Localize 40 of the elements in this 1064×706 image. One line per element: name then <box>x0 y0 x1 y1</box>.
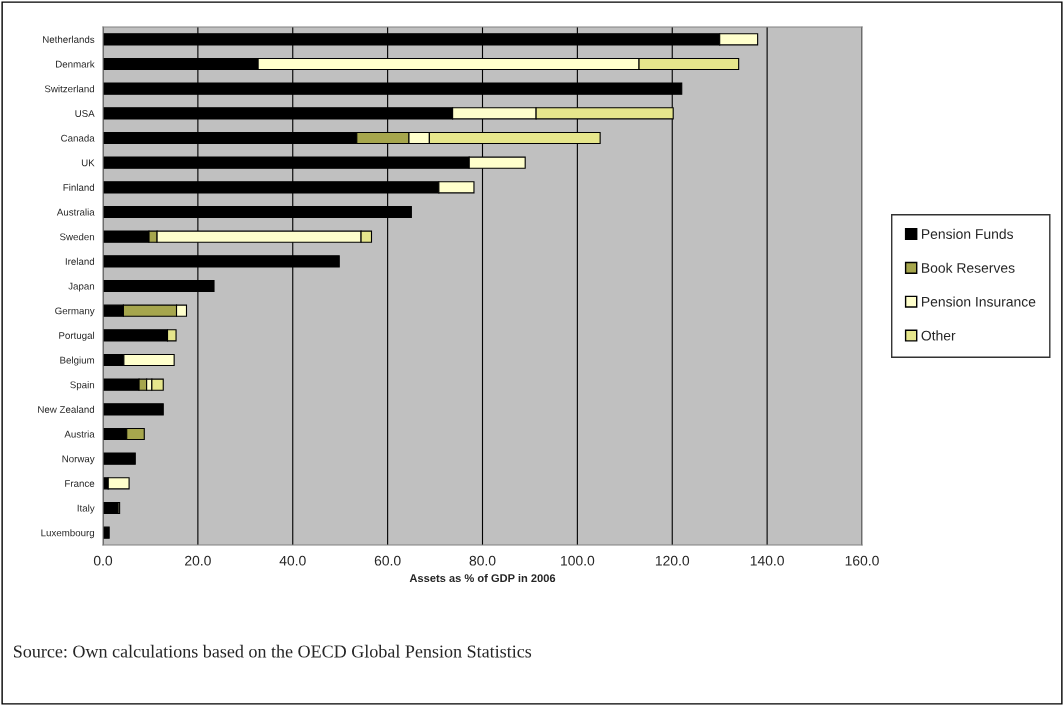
legend-label: Pension Funds <box>922 228 1014 239</box>
y-tick-label: New Zealand <box>38 405 95 413</box>
y-tick-label: Japan <box>68 282 95 292</box>
x-tick-label: 60.0 <box>374 555 401 566</box>
y-tick-label: Australia <box>56 208 95 216</box>
y-tick-label: Netherlands <box>43 35 95 43</box>
bar <box>103 526 110 539</box>
y-tick-label: Ireland <box>65 257 95 265</box>
y-tick-label: Luxembourg <box>41 529 95 539</box>
legend-label: Pension Insurance <box>922 296 1036 307</box>
y-tick-label: Finland <box>63 183 95 191</box>
y-tick-label: Portugal <box>59 331 95 341</box>
bar <box>107 477 130 490</box>
y-tick-label: Denmark <box>56 60 95 68</box>
x-tick-label: 160.0 <box>845 555 879 566</box>
y-tick-label: Sweden <box>59 233 95 241</box>
y-tick-label: Italy <box>77 504 95 514</box>
y-tick-label: Germany <box>55 307 95 317</box>
y-tick-label: Spain <box>70 381 95 391</box>
y-tick-label: Canada <box>61 134 95 142</box>
legend-label: Other <box>921 330 956 341</box>
x-axis-title: Assets as % of GDP in 2006 <box>409 573 556 583</box>
bar <box>103 403 164 416</box>
x-tick-label: 20.0 <box>185 555 211 566</box>
y-tick-label: USA <box>75 110 95 117</box>
x-tick-label: 80.0 <box>469 555 496 566</box>
x-tick-label: 40.0 <box>279 555 306 566</box>
y-tick-label: Austria <box>64 430 95 438</box>
bar <box>103 452 136 465</box>
x-tick-label: 100.0 <box>561 555 595 566</box>
source-note: Source: Own calculations based on the OECD Global Pension Statistics <box>13 644 532 658</box>
y-tick-label: Belgium <box>60 356 95 366</box>
x-tick-label: 120.0 <box>655 555 690 566</box>
y-tick-label: France <box>65 480 95 487</box>
y-tick-label: UK <box>81 159 95 167</box>
x-tick-label: 140.0 <box>750 555 784 566</box>
y-tick-label: Switzerland <box>44 85 95 93</box>
x-tick-label: 0.0 <box>93 555 113 566</box>
legend-label: Book Reserves <box>922 262 1015 273</box>
y-tick-label: Norway <box>62 455 95 465</box>
